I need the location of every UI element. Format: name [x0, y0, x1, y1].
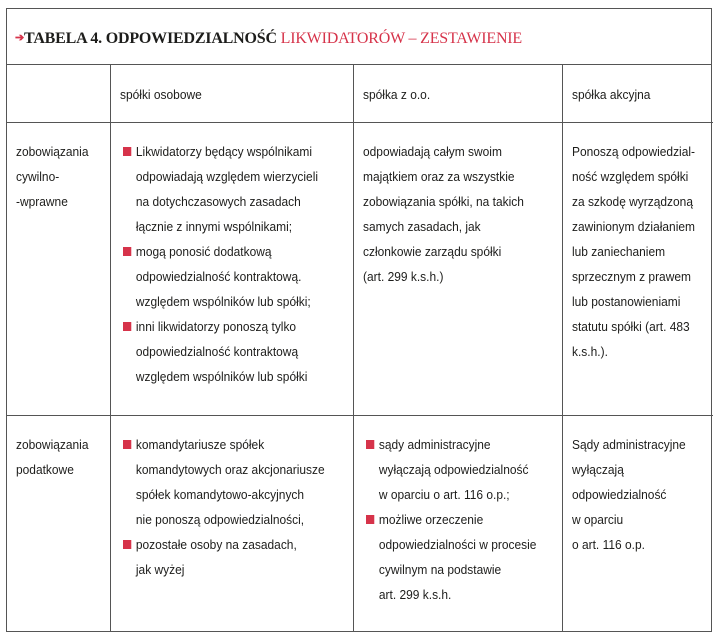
bullet-continuation: art. 299 k.s.h.: [366, 582, 546, 607]
header-spolka-zoo: spółka z o.o.: [354, 65, 563, 123]
text-line: Sądy administracyjne: [572, 437, 686, 452]
title-black: TABELA 4. ODPOWIEDZIALNOŚĆ: [24, 30, 277, 47]
text-line: o art. 116 o.p.: [572, 537, 645, 552]
bullet-text: inni likwidatorzy ponoszą tylko: [135, 319, 297, 334]
bullet-text: odpowiadają względem wierzycieli: [135, 169, 319, 184]
text-line: sprzecznym z prawem: [572, 269, 691, 284]
bullet-continuation: względem wspólników lub spółki: [123, 364, 335, 389]
bullet-continuation: względem wspólników lub spółki;: [123, 289, 335, 314]
text-line: podatkowe: [16, 462, 74, 477]
bullet-continuation: łącznie z innymi wspólnikami;: [123, 214, 335, 239]
cell-zoo-cywilne: odpowiadają całym swoim majątkiem oraz za…: [354, 123, 563, 416]
bullet-text: odpowiedzialności w procesie: [378, 537, 537, 552]
text-line: za szkodę wyrządzoną: [572, 194, 693, 209]
bullet-item: możliwe orzeczenie: [366, 507, 546, 532]
bullet-item: Likwidatorzy będący wspólnikami: [123, 139, 335, 164]
bullet-text: pozostałe osoby na zasadach,: [135, 537, 297, 552]
bullet-text: względem wspólników lub spółki: [135, 369, 308, 384]
bullet-text: jak wyżej: [135, 562, 185, 577]
bullet-continuation: nie ponoszą odpowiedzialności,: [123, 507, 335, 532]
header-text: spółka z o.o.: [363, 87, 431, 102]
header-text: spółki osobowe: [120, 87, 202, 102]
text-line: odpowiedzialność: [572, 487, 667, 502]
bullet-text: komandytariusze spółek: [135, 437, 265, 452]
bullet-text: art. 299 k.s.h.: [378, 587, 452, 602]
bullet-text: w oparciu o art. 116 o.p.;: [378, 487, 510, 502]
text-line: w oparciu: [572, 512, 624, 527]
bullet-continuation: odpowiedzialność kontraktową: [123, 339, 335, 364]
bullet-continuation: odpowiedzialność kontraktową.: [123, 264, 335, 289]
text-line: cywilno-: [16, 169, 60, 184]
bullet-text: łącznie z innymi wspólnikami;: [135, 219, 293, 234]
header-text: spółka akcyjna: [572, 87, 651, 102]
text-line: członkowie zarządu spółki: [363, 244, 502, 259]
bullet-item: komandytariusze spółek: [123, 432, 335, 457]
table-title: ➔TABELA 4. ODPOWIEDZIALNOŚĆ LIKWIDATORÓW…: [7, 9, 711, 65]
bullet-item: sądy administracyjne: [366, 432, 546, 457]
bullet-text: sądy administracyjne: [378, 437, 491, 452]
bullet-text: spółek komandytowo-akcyjnych: [135, 487, 305, 502]
text-line: majątkiem oraz za wszystkie: [363, 169, 515, 184]
red-square-bullet-icon: [123, 440, 132, 449]
bullet-continuation: spółek komandytowo-akcyjnych: [123, 482, 335, 507]
bullet-text: komandytowych oraz akcjonariusze: [135, 462, 325, 477]
bullet-text: Likwidatorzy będący wspólnikami: [135, 144, 313, 159]
bullet-text: na dotychczasowych zasadach: [135, 194, 301, 209]
red-square-bullet-icon: [366, 515, 375, 524]
bullet-continuation: wyłączają odpowiedzialność: [366, 457, 546, 482]
text-line: samych zasadach, jak: [363, 219, 481, 234]
header-spolka-akcyjna: spółka akcyjna: [563, 65, 713, 123]
bullet-continuation: odpowiadają względem wierzycieli: [123, 164, 335, 189]
cell-akcyjna-cywilne: Ponoszą odpowiedzial-ność względem spółk…: [563, 123, 713, 416]
cell-akcyjna-podatkowe: Sądy administracyjne wyłączają odpowiedzia…: [563, 416, 713, 631]
bullet-item: mogą ponosić dodatkową: [123, 239, 335, 264]
text-line: zobowiązania spółki, na takich: [363, 194, 524, 209]
bullet-text: względem wspólników lub spółki;: [135, 294, 311, 309]
header-spolki-osobowe: spółki osobowe: [111, 65, 354, 123]
row-label-cywilnoprawne: zobowiązania cywilno- -wprawne: [7, 123, 111, 416]
red-square-bullet-icon: [123, 147, 132, 156]
bullet-continuation: na dotychczasowych zasadach: [123, 189, 335, 214]
text-line: statutu spółki (art. 483: [572, 319, 690, 334]
bullet-text: nie ponoszą odpowiedzialności,: [135, 512, 305, 527]
red-square-bullet-icon: [123, 247, 132, 256]
red-square-bullet-icon: [123, 540, 132, 549]
title-red: LIKWIDATORÓW – ZESTAWIENIE: [280, 30, 523, 47]
text-line: -wprawne: [16, 194, 68, 209]
text-line: (art. 299 k.s.h.): [363, 269, 444, 284]
bullet-item: pozostałe osoby na zasadach,: [123, 532, 335, 557]
bullet-text: odpowiedzialność kontraktową.: [135, 269, 302, 284]
bullet-text: odpowiedzialność kontraktową: [135, 344, 299, 359]
bullet-continuation: jak wyżej: [123, 557, 335, 582]
cell-osobowe-cywilne: Likwidatorzy będący wspólnikami odpowiada…: [111, 123, 354, 416]
text-line: odpowiadają całym swoim: [363, 144, 502, 159]
red-square-bullet-icon: [366, 440, 375, 449]
bullet-text: wyłączają odpowiedzialność: [378, 462, 529, 477]
bullet-text: możliwe orzeczenie: [378, 512, 484, 527]
text-line: zawinionym działaniem: [572, 219, 695, 234]
bullet-continuation: odpowiedzialności w procesie: [366, 532, 546, 557]
bullet-continuation: w oparciu o art. 116 o.p.;: [366, 482, 546, 507]
red-square-bullet-icon: [123, 322, 132, 331]
text-line: wyłączają: [572, 462, 624, 477]
text-line: Ponoszą odpowiedzial-: [572, 144, 696, 159]
bullet-continuation: komandytowych oraz akcjonariusze: [123, 457, 335, 482]
text-line: zobowiązania: [16, 144, 89, 159]
text-line: ność względem spółki: [572, 169, 689, 184]
liability-table: ➔TABELA 4. ODPOWIEDZIALNOŚĆ LIKWIDATORÓW…: [6, 8, 713, 632]
cell-osobowe-podatkowe: komandytariusze spółek komandytowych oraz…: [111, 416, 354, 631]
bullet-continuation: cywilnym na podstawie: [366, 557, 546, 582]
cell-zoo-podatkowe: sądy administracyjne wyłączają odpowiedzi…: [354, 416, 563, 631]
text-line: k.s.h.).: [572, 344, 608, 359]
bullet-text: cywilnym na podstawie: [378, 562, 502, 577]
red-arrow-icon: ➔: [15, 32, 25, 44]
bullet-item: inni likwidatorzy ponoszą tylko: [123, 314, 335, 339]
text-line: lub postanowieniami: [572, 294, 681, 309]
bullet-text: mogą ponosić dodatkową: [135, 244, 272, 259]
row-label-podatkowe: zobowiązania podatkowe: [7, 416, 111, 631]
text-line: zobowiązania: [16, 437, 89, 452]
text-line: lub zaniechaniem: [572, 244, 666, 259]
header-empty: [7, 65, 111, 123]
